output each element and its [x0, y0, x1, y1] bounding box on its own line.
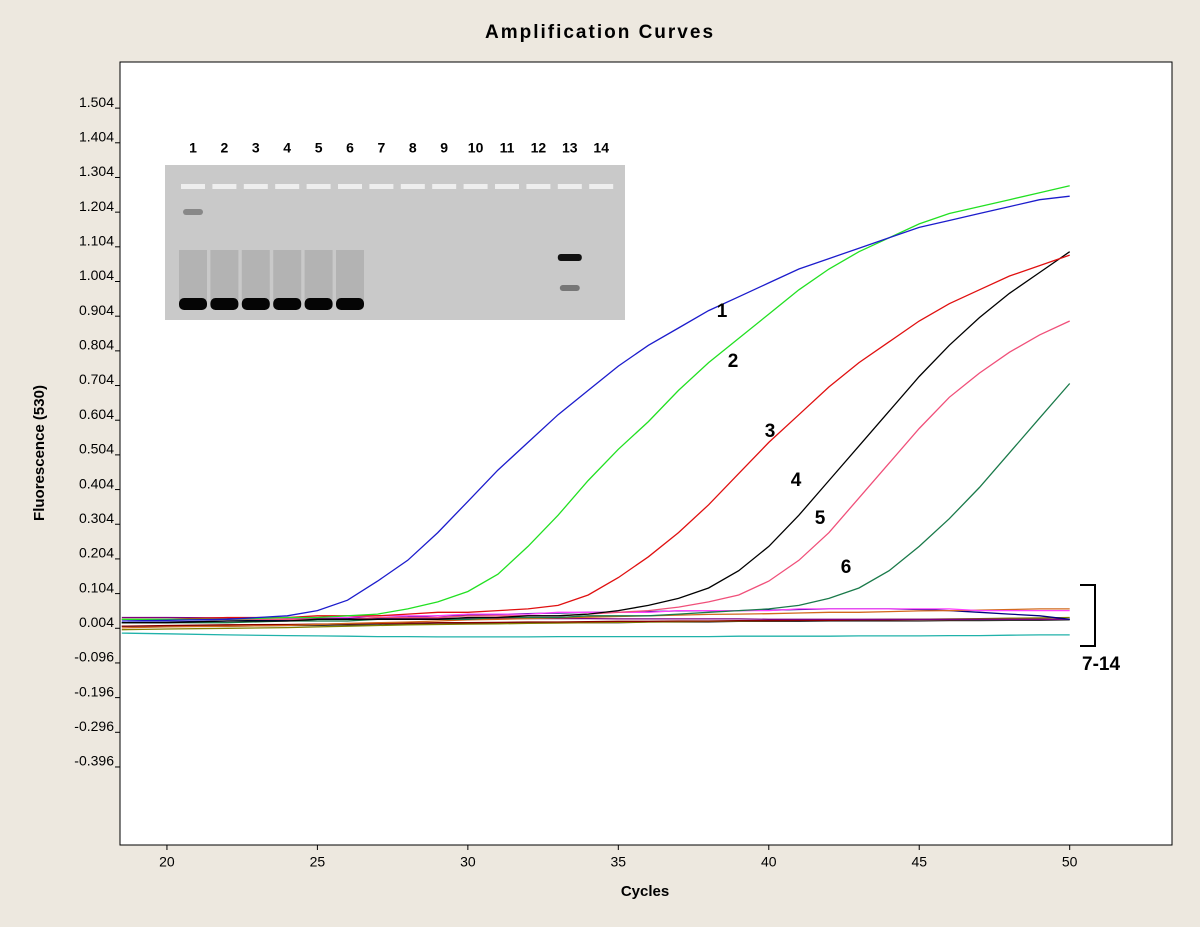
y-tick-label: 1.404 — [79, 128, 114, 144]
curve-label: 1 — [717, 301, 728, 322]
gel-well — [212, 184, 237, 189]
curve — [121, 632, 1070, 638]
y-tick-label: 0.004 — [79, 614, 114, 630]
lane-label: 2 — [221, 140, 229, 156]
group-label: 7-14 — [1082, 654, 1120, 675]
gel-band — [183, 209, 203, 215]
x-tick-label: 40 — [761, 854, 777, 870]
group-bracket — [1080, 584, 1096, 647]
gel-well — [432, 184, 457, 189]
lane-label: 4 — [283, 140, 291, 156]
lane-label: 3 — [252, 140, 260, 156]
gel-smear — [210, 250, 239, 300]
chart-title: Amplification Curves — [485, 22, 715, 43]
gel-smear — [304, 250, 333, 300]
curve — [121, 195, 1070, 622]
gel-well — [306, 184, 331, 189]
gel-well — [338, 184, 362, 189]
y-tick-label: -0.196 — [74, 683, 114, 699]
y-tick-label: 0.404 — [79, 475, 114, 491]
lane-label: 9 — [440, 140, 448, 156]
gel-band — [336, 298, 364, 310]
gel-smear — [273, 250, 302, 300]
curve-label: 5 — [815, 508, 826, 529]
gel-band — [210, 298, 239, 310]
y-tick-label: 1.304 — [79, 163, 114, 179]
lane-label: 13 — [562, 140, 578, 156]
y-tick-label: 0.704 — [79, 371, 114, 387]
lane-label: 10 — [468, 140, 484, 156]
gel-smear — [336, 250, 364, 300]
gel-well — [369, 184, 394, 189]
gel-well — [181, 184, 205, 189]
x-tick-label: 50 — [1062, 854, 1078, 870]
y-tick-label: -0.096 — [74, 649, 114, 665]
gel-well — [243, 184, 268, 189]
gel-smear — [241, 250, 270, 300]
y-tick-label: 0.804 — [79, 337, 114, 353]
curve — [121, 251, 1071, 624]
lane-label: 6 — [346, 140, 354, 156]
lane-label: 14 — [593, 140, 609, 156]
gel-well — [275, 184, 300, 189]
y-tick-label: 0.604 — [79, 406, 114, 422]
x-axis-title: Cycles — [621, 883, 669, 900]
curve-label: 3 — [765, 421, 776, 442]
lane-label: 1 — [189, 140, 197, 156]
lane-label: 12 — [531, 140, 547, 156]
gel-band — [179, 298, 207, 310]
y-tick-label: 1.504 — [79, 94, 114, 110]
curve — [121, 383, 1071, 624]
x-tick-label: 20 — [159, 854, 175, 870]
gel-band — [241, 298, 270, 310]
y-tick-label: 0.204 — [79, 545, 114, 561]
gel-image — [165, 165, 625, 320]
gel-smear — [179, 250, 207, 300]
gel-well — [557, 184, 582, 189]
x-tick-label: 25 — [310, 854, 326, 870]
curve-label: 4 — [791, 470, 802, 491]
curve-label: 6 — [841, 557, 852, 578]
gel-well — [526, 184, 551, 189]
x-tick-label: 45 — [911, 854, 927, 870]
curve-label: 2 — [728, 351, 739, 372]
y-tick-label: -0.296 — [74, 718, 114, 734]
lane-label: 5 — [315, 140, 323, 156]
y-axis-title: Fluorescence (530) — [31, 385, 48, 521]
curve — [121, 185, 1070, 620]
y-tick-label: 0.304 — [79, 510, 114, 526]
x-tick-label: 30 — [460, 854, 476, 870]
y-tick-label: 0.504 — [79, 441, 114, 457]
gel-well — [400, 184, 425, 189]
curve — [121, 608, 1070, 620]
y-tick-label: 1.204 — [79, 198, 114, 214]
lane-label: 8 — [409, 140, 417, 156]
lane-label: 7 — [378, 140, 386, 156]
x-tick-label: 35 — [611, 854, 627, 870]
y-tick-label: 1.004 — [79, 267, 114, 283]
gel-well — [463, 184, 488, 189]
gel-band — [273, 298, 302, 310]
gel-band — [557, 254, 582, 261]
lane-label: 11 — [500, 140, 515, 156]
y-tick-label: 0.104 — [79, 579, 114, 595]
gel-band — [559, 285, 580, 291]
gel-inset: 1 2 3 4 5 6 7 8 9 10 11 12 13 14 — [165, 140, 625, 320]
y-tick-label: 0.904 — [79, 302, 114, 318]
y-tick-label: 1.104 — [79, 233, 114, 249]
gel-well — [589, 184, 614, 189]
gel-band — [304, 298, 333, 310]
gel-well — [495, 184, 519, 189]
y-tick-label: -0.396 — [74, 753, 114, 769]
